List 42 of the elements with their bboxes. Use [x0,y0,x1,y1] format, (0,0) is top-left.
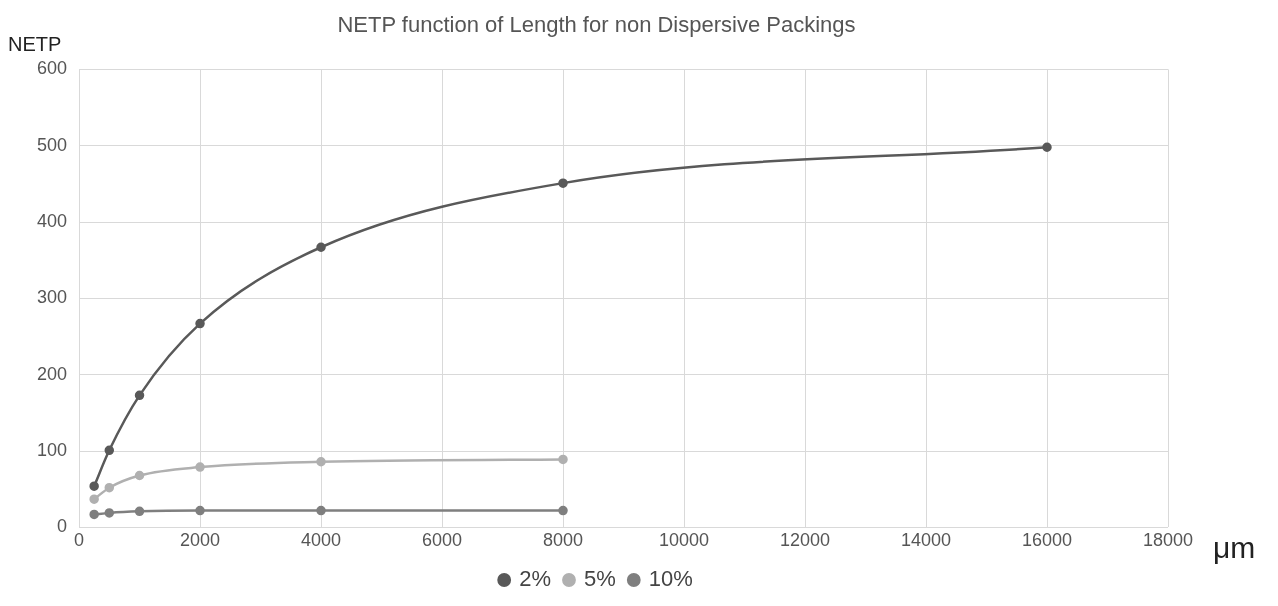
point [316,242,326,253]
point [134,470,145,481]
y-tick-label: 600 [36,58,68,79]
point [89,494,99,504]
x-tick-label: 16000 [1021,530,1073,551]
point [558,178,568,188]
chart-title: NETP function of Length for non Dispersive Packings [337,12,856,38]
x-axis-title: μm [1213,530,1256,564]
point [195,505,205,516]
y-axis-title: NETP [8,32,62,55]
y-tick-label: 200 [36,363,68,384]
legend-label: 2% [519,566,551,592]
point [558,454,568,465]
point [134,506,145,517]
y-tick-label: 300 [36,287,68,308]
x-tick-label: 6000 [422,530,463,551]
point [89,481,99,491]
legend-label: 5% [583,566,616,592]
legend-label: 10% [648,566,693,592]
point [104,482,115,493]
point [134,390,145,401]
point [104,445,115,456]
point [316,505,326,516]
x-tick-label: 0 [74,530,85,551]
x-tick-label: 2000 [180,530,221,551]
y-tick-label: 100 [36,440,68,461]
point [195,462,205,472]
y-tick-label: 0 [57,516,68,537]
point [195,318,205,329]
x-tick-label: 12000 [779,530,831,551]
point [316,457,326,467]
x-tick-label: 18000 [1142,530,1194,551]
x-tick-label: 4000 [301,530,342,551]
point [89,509,99,520]
x-tick-label: 8000 [542,530,584,551]
y-tick-label: 500 [36,134,68,155]
x-tick-label: 10000 [658,530,710,551]
y-tick-label: 400 [36,211,68,232]
point [104,508,115,518]
point [558,505,568,516]
x-tick-label: 14000 [900,530,952,551]
point [1042,142,1052,153]
